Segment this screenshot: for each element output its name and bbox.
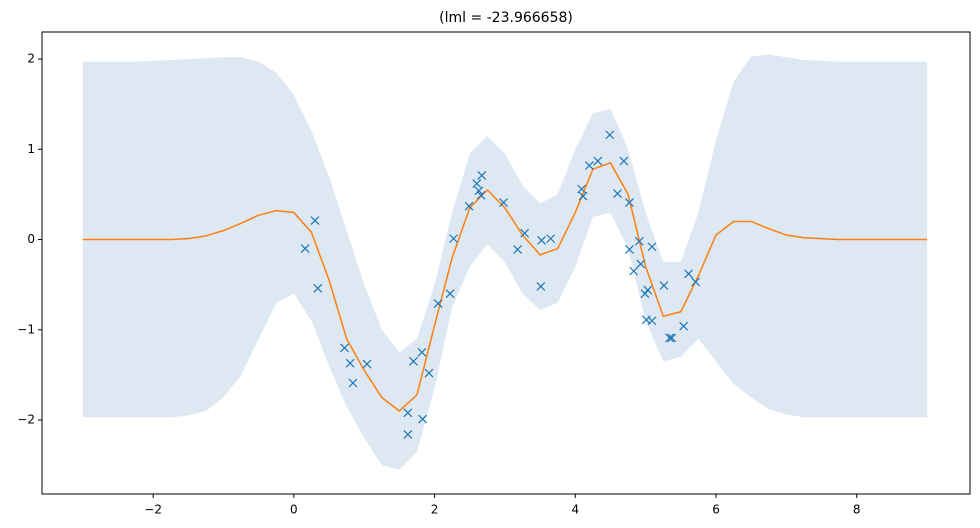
data-point: [477, 171, 487, 180]
data-point: [619, 156, 629, 166]
data-point: [593, 156, 603, 166]
data-point: [537, 236, 546, 245]
x-tick-label: 2: [431, 503, 439, 517]
data-point: [433, 299, 443, 309]
y-tick-label: −1: [17, 322, 35, 336]
data-point: [667, 333, 677, 343]
data-point: [310, 216, 320, 226]
data-point: [679, 321, 689, 331]
data-point: [684, 269, 693, 279]
x-tick-label: 8: [853, 503, 861, 517]
data-point: [403, 408, 413, 418]
data-point: [520, 228, 530, 238]
data-point: [418, 414, 428, 424]
data-point: [647, 316, 657, 326]
data-point: [449, 234, 459, 244]
data-point: [546, 234, 556, 244]
data-point: [605, 130, 615, 140]
data-point: [464, 201, 474, 211]
data-point: [665, 333, 675, 343]
data-point: [300, 244, 310, 253]
data-point: [625, 198, 634, 207]
data-point: [613, 189, 622, 198]
data-point: [403, 430, 413, 439]
chart-title: (lml = -23.966658): [439, 10, 573, 26]
data-point: [659, 281, 669, 290]
y-tick-label: −2: [17, 413, 35, 427]
data-point: [584, 161, 594, 170]
data-point: [409, 356, 418, 366]
data-point: [634, 236, 644, 246]
x-tick-label: 4: [571, 503, 579, 517]
data-point: [536, 282, 546, 291]
mean-line: [82, 161, 928, 412]
data-point: [345, 358, 355, 368]
data-point: [513, 245, 523, 254]
data-point: [577, 184, 587, 194]
y-tick-label: 0: [27, 232, 35, 246]
y-tick-label: 2: [27, 52, 35, 66]
data-point: [629, 266, 639, 276]
data-point: [424, 368, 434, 378]
data-point: [625, 245, 634, 254]
data-point: [340, 343, 349, 353]
x-tick-label: 6: [712, 503, 720, 517]
data-point: [445, 289, 455, 299]
data-point: [636, 259, 646, 269]
y-tick-label: 1: [27, 142, 35, 156]
data-point: [417, 347, 427, 357]
data-point: [647, 242, 657, 252]
data-point: [313, 283, 323, 293]
data-point: [472, 179, 482, 189]
data-point: [691, 277, 701, 287]
plot-frame: [41, 31, 971, 495]
data-point: [499, 198, 508, 207]
x-tick-label: −2: [144, 503, 162, 517]
x-tick-label: 0: [290, 503, 298, 517]
data-point: [476, 190, 486, 200]
confidence-band: [82, 54, 928, 470]
data-point: [643, 285, 653, 295]
data-point: [474, 186, 484, 196]
data-point: [348, 378, 358, 388]
data-point: [362, 359, 372, 369]
data-point: [578, 191, 588, 201]
